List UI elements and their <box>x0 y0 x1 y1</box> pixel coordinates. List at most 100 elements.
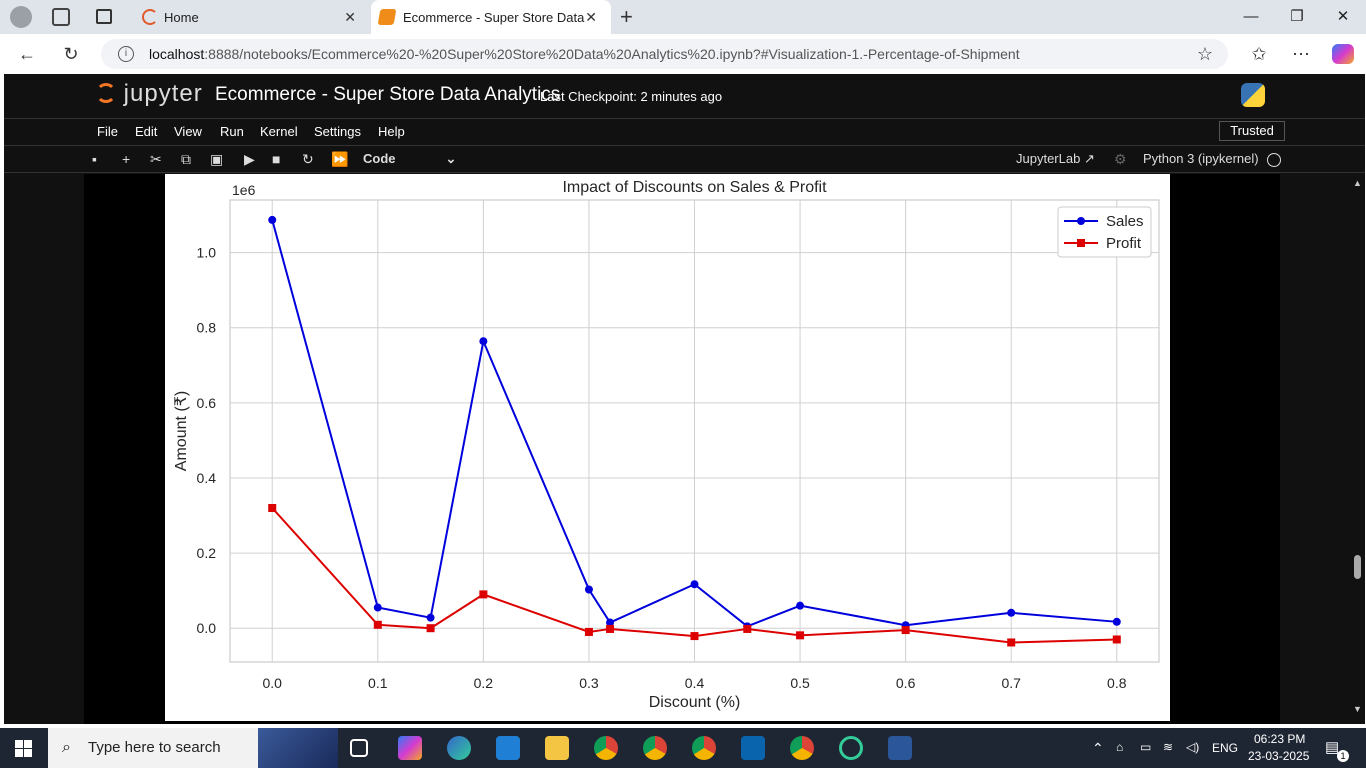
menu-file[interactable]: File <box>97 124 118 139</box>
plot-frame <box>229 199 1160 663</box>
clock-date[interactable]: 23-03-2025 <box>1248 749 1310 763</box>
line-chart: 0.0 0.1 0.2 0.3 0.4 0.5 0.6 0.7 0.8 0.0 0.2 0.4 0.6 0… <box>173 179 1160 711</box>
notebook-title[interactable]: Ecommerce - Super Store Data Analytics <box>215 84 561 105</box>
vertical-scrollbar[interactable]: ▲ ▼ <box>1349 174 1365 724</box>
x-tick-label: 0.6 <box>896 675 916 691</box>
favorite-star-icon[interactable]: ☆ <box>1196 44 1214 64</box>
y-tick-label: 1.0 <box>197 245 217 261</box>
data-point-sales <box>1112 617 1121 626</box>
data-point-profit <box>426 624 435 633</box>
edge-taskbar-icon[interactable] <box>447 736 471 760</box>
stop-icon[interactable]: ■ <box>272 151 281 167</box>
windows-start-icon[interactable] <box>15 740 32 757</box>
save-icon[interactable]: ▪ <box>92 151 97 167</box>
tab-notebook[interactable]: Ecommerce - Super Store Data Ar ✕ <box>371 0 611 34</box>
copilot-icon[interactable] <box>1332 44 1354 64</box>
restart-icon[interactable]: ↻ <box>302 151 314 167</box>
data-point-profit <box>1112 635 1121 644</box>
profile-icon[interactable] <box>10 6 32 28</box>
chrome-profile-icon[interactable] <box>692 736 716 760</box>
kernel-status[interactable]: Python 3 (ipykernel) <box>1143 151 1259 166</box>
kernel-idle-icon <box>1267 153 1281 167</box>
scroll-thumb[interactable] <box>1354 555 1361 579</box>
jupyterlab-link[interactable]: JupyterLab ↗ <box>1016 151 1095 166</box>
close-icon[interactable]: ✕ <box>585 9 597 25</box>
copilot-taskbar-icon[interactable] <box>398 736 422 760</box>
chrome-profile-icon[interactable] <box>643 736 667 760</box>
back-button[interactable]: ← <box>18 44 36 64</box>
network-icon[interactable]: ⌂ <box>1116 740 1124 754</box>
menu-help[interactable]: Help <box>378 124 405 139</box>
checkpoint-status: Last Checkpoint: 2 minutes ago <box>540 89 723 104</box>
y-offset-label: 1e6 <box>232 182 256 198</box>
more-menu-icon[interactable]: ⋯ <box>1292 44 1310 64</box>
data-point-sales <box>606 618 615 627</box>
legend-marker <box>1077 217 1085 225</box>
legend-label: Profit <box>1106 235 1142 252</box>
y-tick-label: 0.4 <box>197 470 217 486</box>
menu-run[interactable]: Run <box>220 124 244 139</box>
search-icon: ⌕ <box>62 739 71 756</box>
data-point-profit <box>479 590 488 599</box>
menu-kernel[interactable]: Kernel <box>260 124 298 139</box>
cut-icon[interactable]: ✂ <box>150 151 162 167</box>
clock-time[interactable]: 06:23 PM <box>1254 732 1306 746</box>
battery-icon[interactable]: ▭ <box>1140 740 1152 754</box>
chevron-up-icon[interactable]: ⌃ <box>1092 740 1104 756</box>
task-view-icon[interactable] <box>350 739 368 757</box>
notification-icon[interactable]: ▤ <box>1325 739 1340 756</box>
gear-icon[interactable]: ⚙ <box>1114 151 1127 167</box>
tab-home[interactable]: Home ✕ <box>134 0 370 34</box>
store-icon[interactable] <box>496 736 520 760</box>
x-tick-label: 0.0 <box>262 675 282 691</box>
run-icon[interactable]: ▶ <box>244 151 255 167</box>
url-path: :8888/notebooks/Ecommerce%20-%20Super%20… <box>204 46 1020 62</box>
taskbar-search[interactable]: ⌕ Type here to search <box>48 728 338 768</box>
data-point-profit <box>690 632 699 641</box>
minimize-button[interactable]: — <box>1243 8 1259 25</box>
jupyter-logo[interactable]: jupyter <box>96 80 203 108</box>
trusted-indicator[interactable]: Trusted <box>1219 121 1285 141</box>
python-logo-icon <box>1241 83 1265 107</box>
restore-button[interactable]: ❐ <box>1290 8 1304 25</box>
scroll-down-icon[interactable]: ▼ <box>1353 704 1362 714</box>
chrome-icon[interactable] <box>790 736 814 760</box>
browser-tab-strip: Home ✕ Ecommerce - Super Store Data Ar ✕… <box>0 0 1366 34</box>
chrome-icon[interactable] <box>594 736 618 760</box>
data-point-sales <box>1007 608 1016 617</box>
reload-button[interactable]: ↻ <box>63 44 79 64</box>
paste-icon[interactable]: ▣ <box>210 151 224 167</box>
y-axis-label: Amount (₹) <box>173 391 190 471</box>
language-indicator[interactable]: ENG <box>1212 741 1239 755</box>
url-field[interactable]: i localhost:8888/notebooks/Ecommerce%20-… <box>101 39 1228 69</box>
address-bar: ← ↻ i localhost:8888/notebooks/Ecommerce… <box>0 34 1366 74</box>
wifi-icon[interactable]: ≋ <box>1163 740 1174 754</box>
workspaces-icon[interactable] <box>52 8 70 26</box>
menu-edit[interactable]: Edit <box>135 124 158 139</box>
tab-actions-icon[interactable] <box>96 9 112 24</box>
run-all-icon[interactable]: ⏩ <box>331 151 349 167</box>
x-tick-label: 0.3 <box>579 675 599 691</box>
y-tick-label: 0.6 <box>197 395 217 411</box>
volume-icon[interactable]: ◁) <box>1186 740 1200 754</box>
refresh-app-icon[interactable] <box>839 736 863 760</box>
menu-view[interactable]: View <box>174 124 202 139</box>
new-tab-button[interactable]: + <box>620 4 633 29</box>
close-window-button[interactable]: ✕ <box>1336 8 1350 25</box>
x-tick-label: 0.2 <box>474 675 494 691</box>
chart-title: Impact of Discounts on Sales & Profit <box>562 179 827 196</box>
favorites-icon[interactable]: ✩ <box>1251 44 1267 64</box>
data-point-profit <box>796 631 805 640</box>
outlook-icon[interactable] <box>741 736 765 760</box>
cell-type-select[interactable]: Code ⌄ <box>363 151 457 166</box>
copy-icon[interactable]: ⧉ <box>181 151 191 167</box>
word-icon[interactable] <box>888 736 912 760</box>
add-cell-icon[interactable]: + <box>122 151 131 167</box>
scroll-up-icon[interactable]: ▲ <box>1353 178 1362 188</box>
close-icon[interactable]: ✕ <box>344 9 356 25</box>
file-explorer-icon[interactable] <box>545 736 569 760</box>
menu-settings[interactable]: Settings <box>314 124 361 139</box>
tab-label: Home <box>164 9 199 25</box>
info-icon[interactable]: i <box>118 46 134 62</box>
y-tick-label: 0.2 <box>197 545 217 561</box>
